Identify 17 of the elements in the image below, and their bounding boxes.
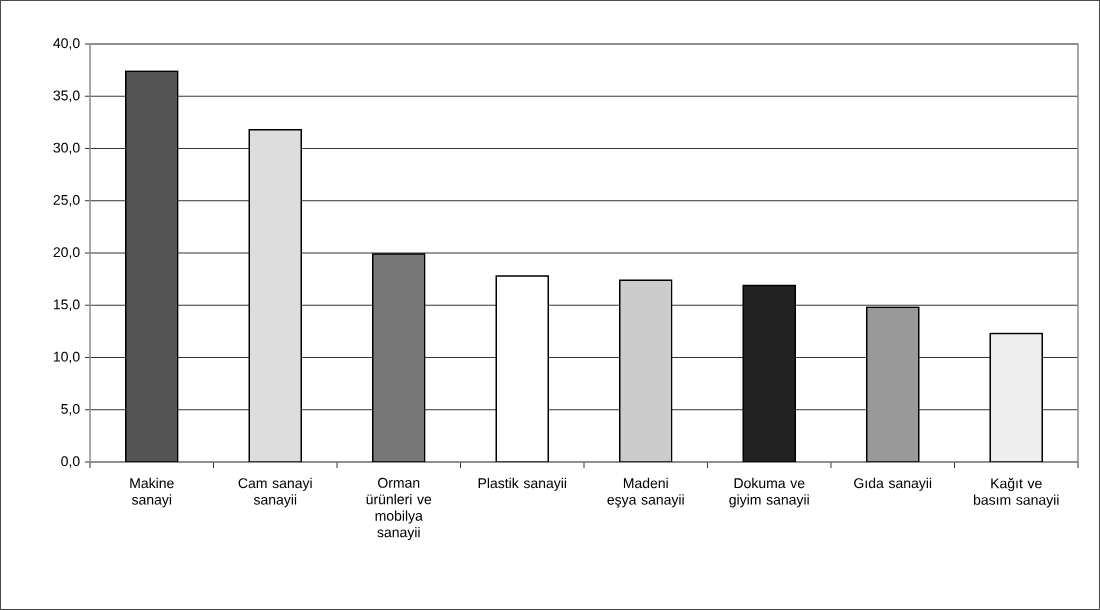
y-tick-label: 10,0	[53, 351, 80, 364]
y-tick-label: 25,0	[53, 194, 80, 207]
x-tick-label: Dokuma ve giyim sanayii	[729, 477, 809, 508]
x-tick-label: Kağıt ve basım sanayii	[973, 477, 1059, 508]
x-tick-label: Madeni eşya sanayii	[607, 477, 684, 508]
y-tick-label: 30,0	[53, 142, 80, 155]
y-tick-label: 35,0	[53, 90, 80, 103]
x-tick-label: Gıda sanayii	[854, 477, 932, 491]
y-tick-label: 15,0	[53, 299, 80, 312]
y-tick-label: 20,0	[53, 247, 80, 259]
x-tick-label: Cam sanayi sanayii	[238, 477, 312, 508]
x-tick-label: Plastik sanayii	[478, 477, 567, 491]
y-tick-label: 0,0	[61, 456, 80, 468]
x-tick-label: Makine sanayi	[130, 477, 174, 508]
y-tick-label: 5,0	[61, 403, 80, 416]
y-tick-label: 40,0	[53, 38, 80, 50]
x-tick-label: Orman ürünleri ve mobilya sanayii	[366, 477, 432, 541]
